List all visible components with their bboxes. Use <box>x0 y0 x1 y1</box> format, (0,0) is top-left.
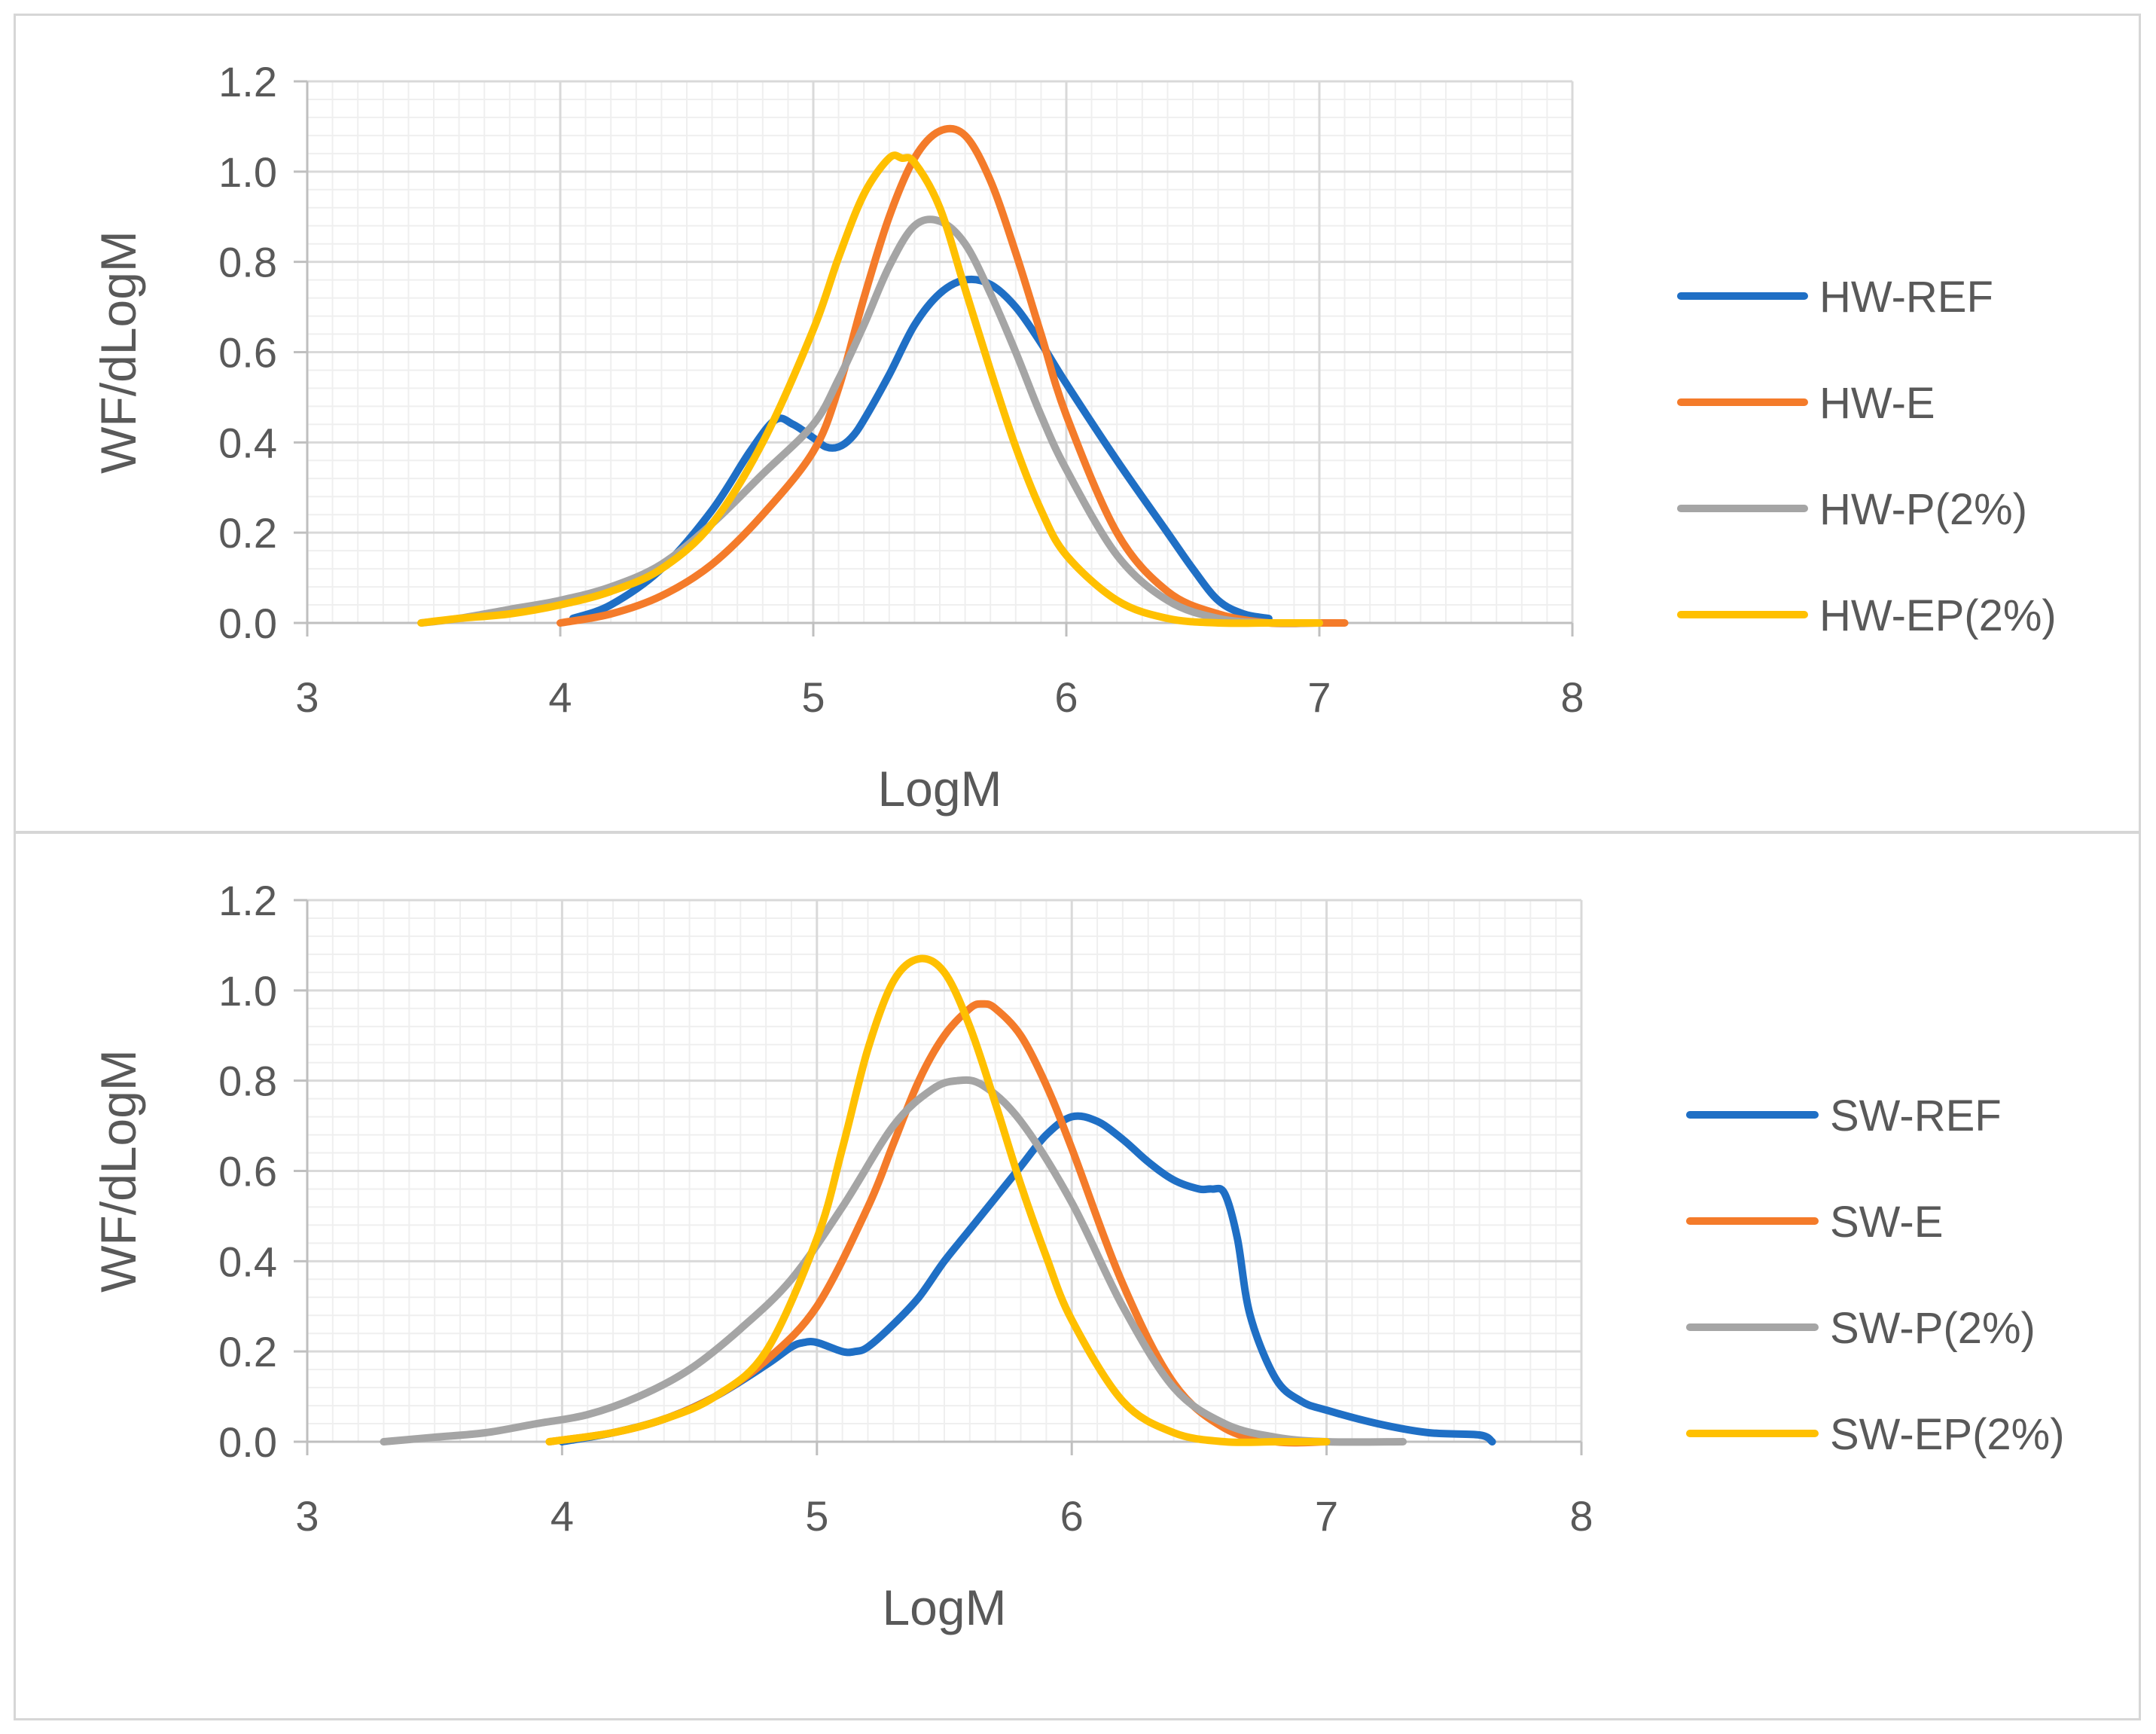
series-line-sw-ep-2 <box>545 954 1331 1446</box>
y-tick-label: 0.2 <box>218 509 277 557</box>
legend: HW-REF HW-E HW-P(2%) HW-EP(2%) <box>1677 273 2057 640</box>
legend: SW-REF SW-E SW-P(2%) SW-EP(2%) <box>1686 1091 2065 1459</box>
y-tick-label: 0.0 <box>218 1418 277 1466</box>
series-line-sw-ref <box>558 1112 1496 1446</box>
series-line-hw-ep-2 <box>417 151 1323 627</box>
chart-2: 0.0 0.2 0.4 0.6 0.8 1.0 1.2 3 4 5 6 7 8 LogM WF/dLogM S… <box>90 877 2065 1635</box>
x-tick-label: 7 <box>1315 1492 1338 1540</box>
legend-label: SW-REF <box>1830 1091 2002 1140</box>
x-tick-label: 6 <box>1054 673 1078 721</box>
series-line-hw-e <box>557 124 1349 627</box>
legend-label: SW-E <box>1830 1198 1943 1247</box>
gridlines <box>307 899 1583 1442</box>
y-tick-label: 1.2 <box>218 877 277 924</box>
legend-label: HW-P(2%) <box>1819 485 2027 534</box>
x-tick-label: 4 <box>548 673 572 721</box>
legend-label: HW-EP(2%) <box>1819 591 2057 640</box>
y-axis-title: WF/dLogM <box>90 1049 146 1293</box>
x-tick-label: 7 <box>1307 673 1331 721</box>
y-tick-label: 0.0 <box>218 600 277 647</box>
x-tick-label: 8 <box>1569 1492 1593 1540</box>
y-axis-title: WF/dLogM <box>90 230 146 474</box>
legend-label: HW-E <box>1819 379 1935 428</box>
x-tick-label: 5 <box>805 1492 828 1540</box>
x-tick-label: 5 <box>801 673 825 721</box>
y-tick-label: 0.6 <box>218 1148 277 1195</box>
y-tick-label: 1.0 <box>218 967 277 1015</box>
x-tick-label: 3 <box>295 1492 319 1540</box>
y-tick-label: 0.6 <box>218 329 277 377</box>
y-tick-label: 1.2 <box>218 58 277 105</box>
legend-label: HW-REF <box>1819 273 1993 322</box>
y-tick-label: 0.2 <box>218 1328 277 1375</box>
legend-label: SW-P(2%) <box>1830 1304 2036 1353</box>
x-tick-label: 6 <box>1060 1492 1084 1540</box>
chart-1: 0.0 0.2 0.4 0.6 0.8 1.0 1.2 3 4 5 6 7 8 LogM WF/dLogM H… <box>90 58 2057 817</box>
series-line-hw-p-2 <box>417 215 1323 627</box>
x-axis-title: LogM <box>882 1580 1006 1635</box>
series-line-hw-ref <box>569 275 1273 622</box>
x-axis-title: LogM <box>877 761 1002 817</box>
y-tick-label: 0.4 <box>218 1238 277 1285</box>
legend-label: SW-EP(2%) <box>1830 1410 2065 1459</box>
y-tick-label: 1.0 <box>218 148 277 196</box>
chart-panel-top <box>14 14 2141 833</box>
series-line-sw-e <box>545 1000 1331 1447</box>
series-line-sw-p-2 <box>380 1076 1407 1446</box>
y-tick-label: 0.8 <box>218 239 277 286</box>
y-tick-label: 0.4 <box>218 419 277 466</box>
x-tick-label: 3 <box>295 673 319 721</box>
x-tick-label: 4 <box>550 1492 574 1540</box>
y-tick-label: 0.8 <box>218 1058 277 1105</box>
gridlines <box>307 80 1574 623</box>
x-tick-label: 8 <box>1560 673 1584 721</box>
chart-panel-bottom <box>14 832 2141 1720</box>
